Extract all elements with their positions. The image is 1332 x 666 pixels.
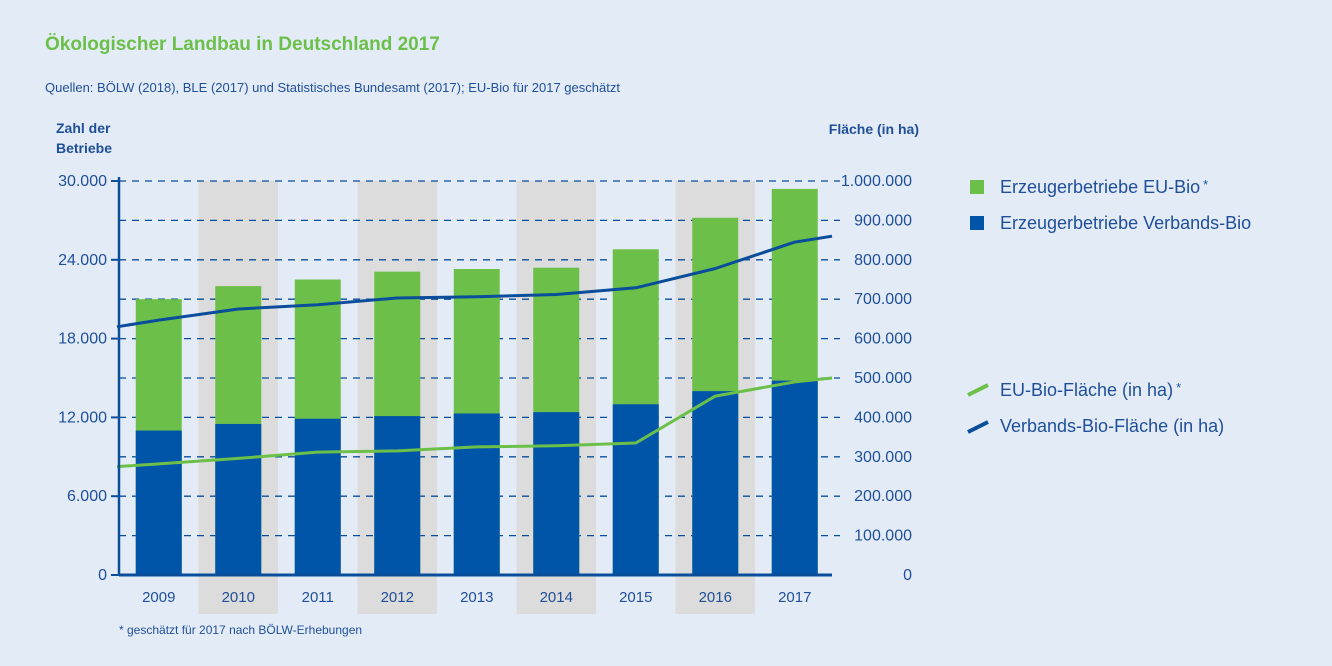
left-tick-label: 12.000 [58, 409, 107, 426]
x-tick-label: 2013 [460, 589, 493, 606]
chart-sources: Quellen: BÖLW (2018), BLE (2017) und Sta… [45, 80, 620, 95]
bar-verbands-bio-2016 [692, 391, 739, 575]
bar-verbands-bio-2012 [374, 416, 421, 575]
legend-swatch-verbands-bio [970, 216, 984, 230]
legend-swatch-verbands-bio-flaeche [967, 420, 989, 434]
right-tick-label: 1.000.000 [841, 173, 912, 190]
bar-verbands-bio-2011 [294, 418, 341, 575]
x-tick-label: 2017 [778, 589, 811, 606]
left-tick-label: 18.000 [58, 331, 107, 348]
right-tick-label: 200.000 [854, 488, 912, 505]
right-tick-label: 0 [903, 567, 912, 584]
line-verbands-bio-flaeche [116, 234, 833, 329]
x-tick-label: 2015 [619, 589, 652, 606]
bar-verbands-bio-2017 [771, 380, 818, 575]
right-tick-label: 600.000 [854, 331, 912, 348]
x-tick-label: 2009 [142, 589, 175, 606]
left-axis-label-line1: Zahl der [56, 120, 111, 136]
right-tick-label: 900.000 [854, 212, 912, 229]
bar-verbands-bio-2014 [533, 412, 580, 575]
legend-label-eu-bio: Erzeugerbetriebe EU-Bio * [1000, 177, 1208, 197]
left-tick-label: 24.000 [58, 252, 107, 269]
legend-label-eu-bio-flaeche: EU-Bio-Fläche (in ha) * [1000, 380, 1181, 400]
footnote: * geschätzt für 2017 nach BÖLW-Erhebunge… [119, 623, 363, 637]
legend-swatch-eu-bio [970, 180, 984, 194]
right-tick-label: 700.000 [854, 291, 912, 308]
x-tick-label: 2016 [699, 589, 732, 606]
right-tick-label: 800.000 [854, 252, 912, 269]
legend-label-verbands-bio-flaeche: Verbands-Bio-Fläche (in ha) [1000, 416, 1224, 436]
x-tick-label: 2014 [540, 589, 573, 606]
right-tick-label: 300.000 [854, 449, 912, 466]
legend-label-verbands-bio: Erzeugerbetriebe Verbands-Bio [1000, 213, 1251, 233]
line-eu-bio-flaeche [116, 376, 833, 469]
bar-verbands-bio-2010 [215, 423, 262, 575]
right-tick-label: 500.000 [854, 370, 912, 387]
left-tick-label: 6.000 [67, 488, 107, 505]
bar-verbands-bio-2013 [453, 413, 500, 575]
left-axis-label-line2: Betriebe [56, 140, 112, 156]
x-tick-label: 2012 [381, 589, 414, 606]
x-tick-label: 2011 [302, 589, 334, 606]
right-tick-label: 100.000 [854, 528, 912, 545]
bar-verbands-bio-2009 [135, 430, 182, 575]
legend-swatch-eu-bio-flaeche [967, 383, 989, 397]
left-tick-label: 0 [98, 567, 107, 584]
chart-title: Ökologischer Landbau in Deutschland 2017 [45, 34, 440, 55]
x-tick-label: 2010 [222, 589, 255, 606]
right-axis-label: Fläche (in ha) [829, 121, 919, 137]
right-tick-label: 400.000 [854, 409, 912, 426]
left-tick-label: 30.000 [58, 173, 107, 190]
bar-verbands-bio-2015 [612, 404, 659, 575]
